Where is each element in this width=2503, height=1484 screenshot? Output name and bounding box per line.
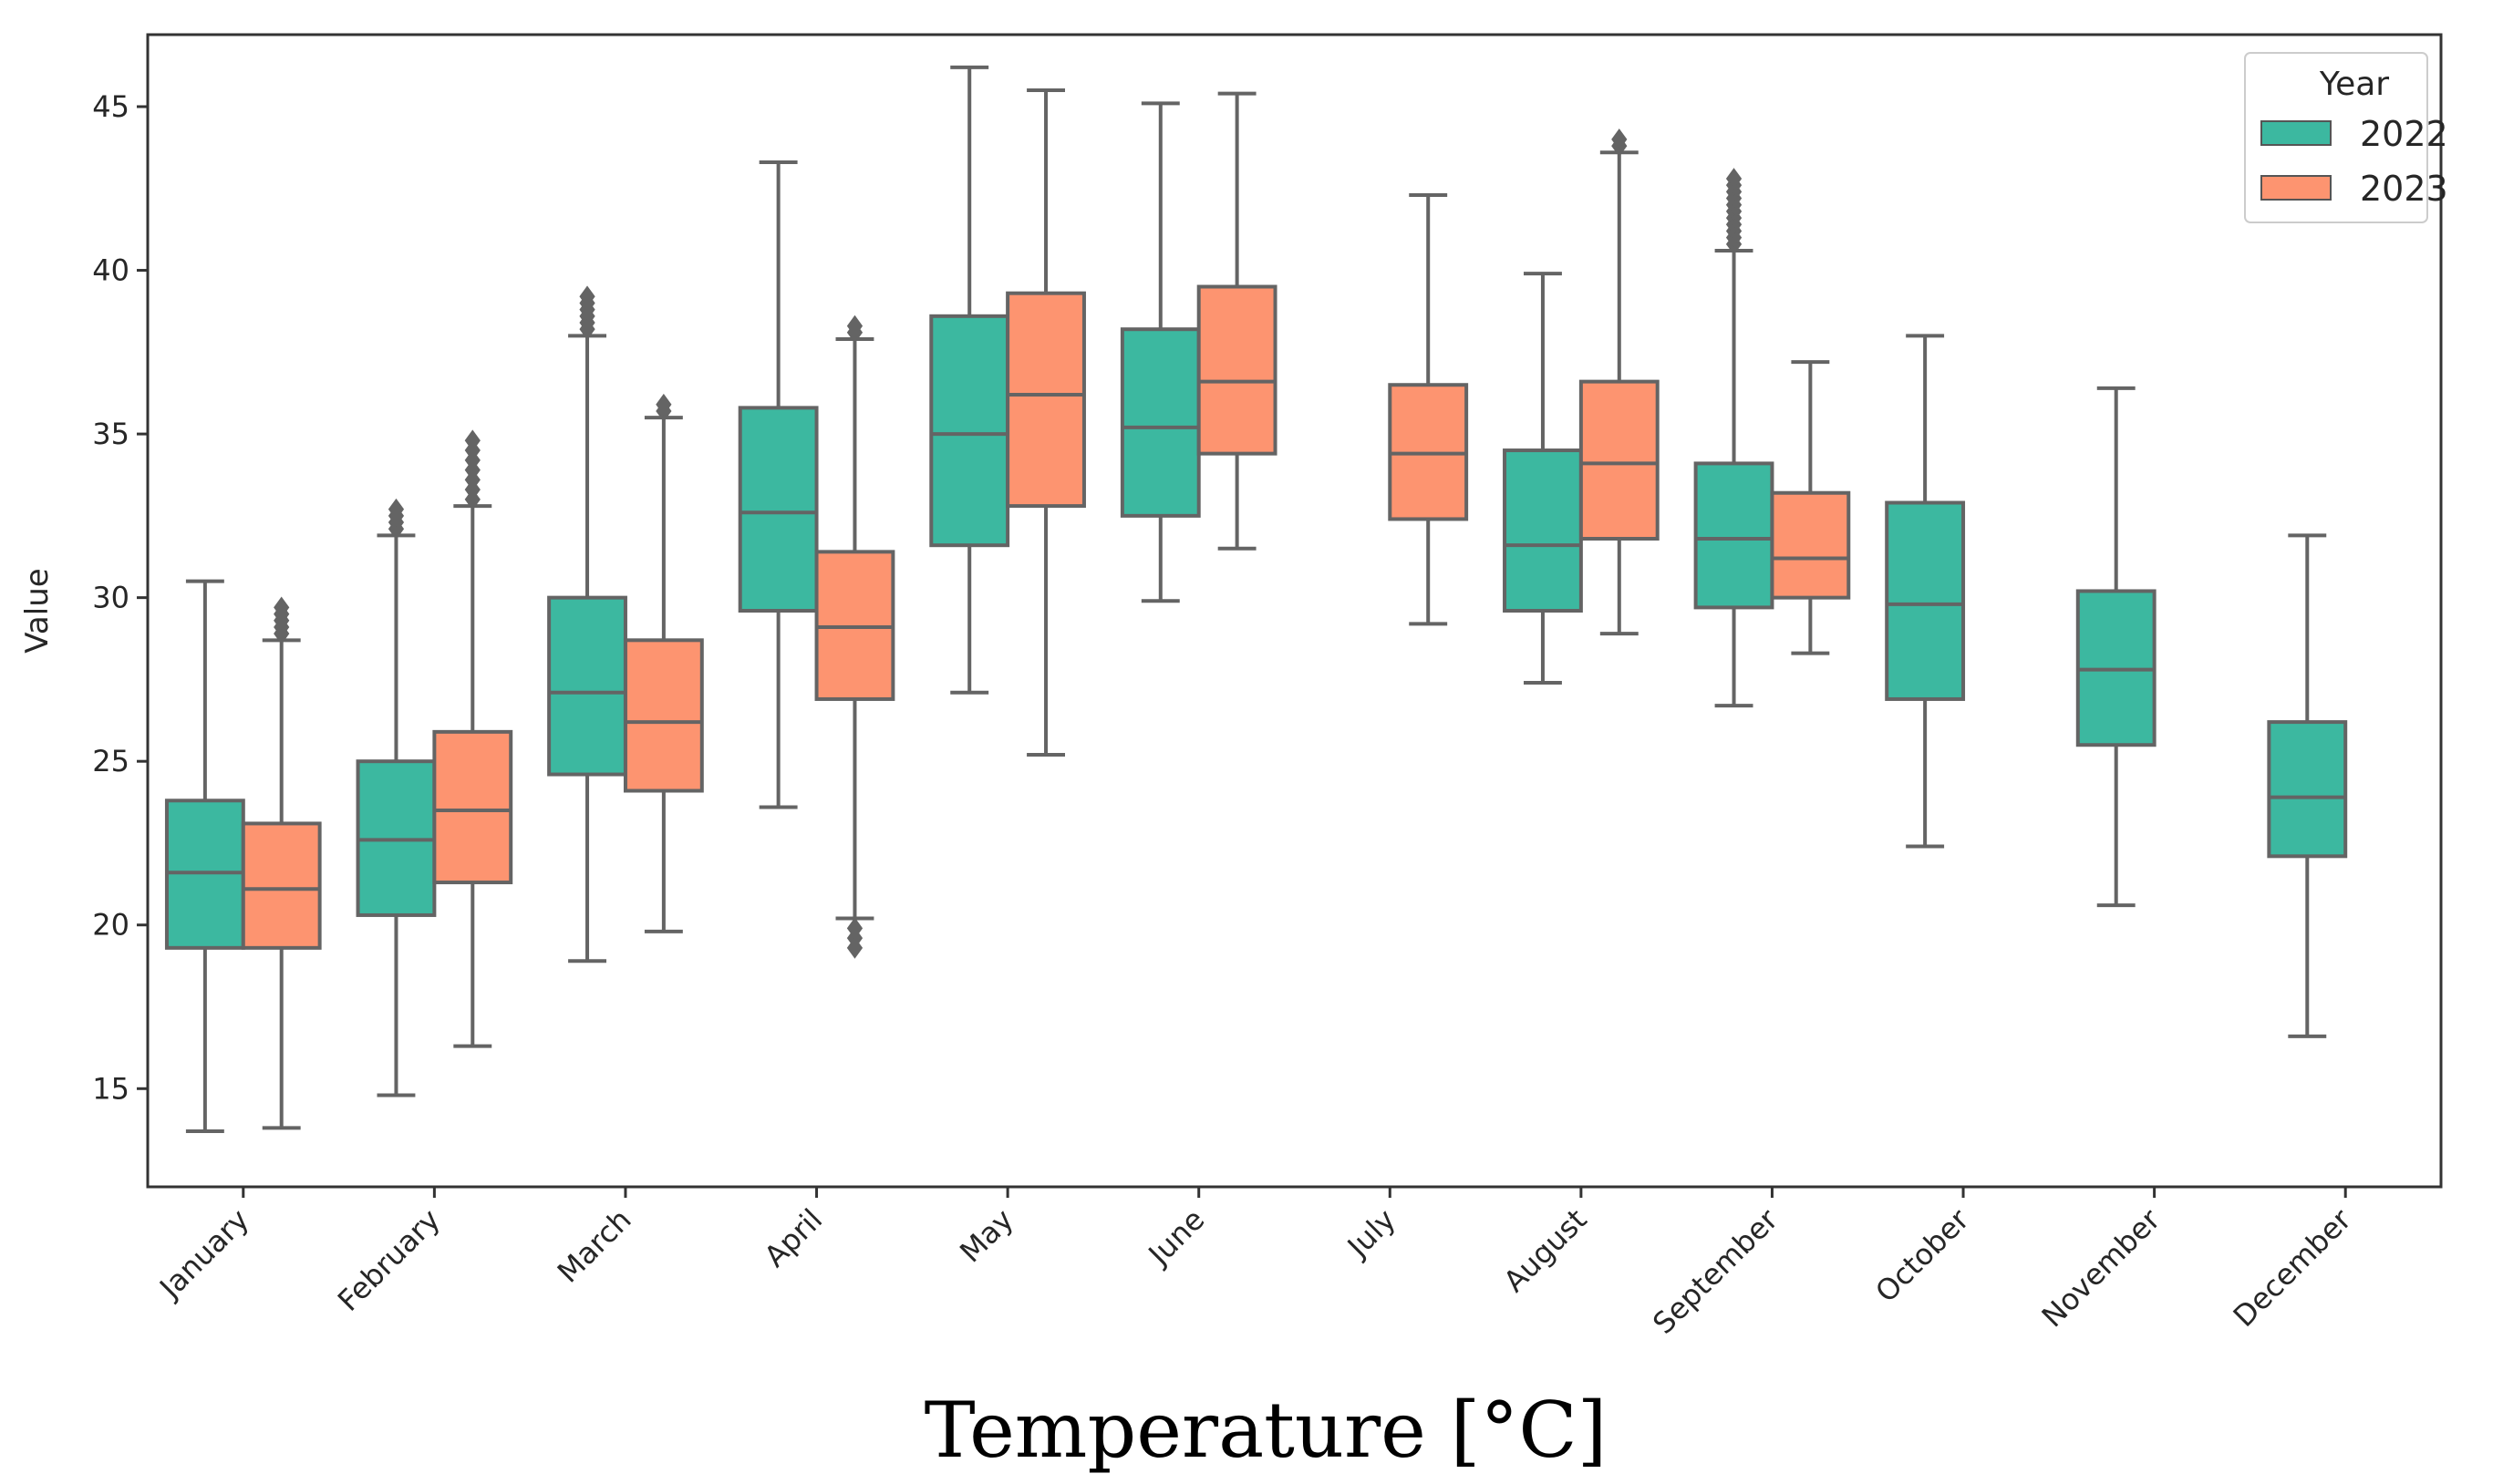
plot-frame (146, 33, 2443, 1189)
box-2023-january (241, 596, 322, 1130)
box-2023-july (1388, 192, 1469, 626)
box-2022-june (1120, 101, 1201, 603)
x-axis-caption: Temperature [°C] (925, 1386, 1608, 1475)
iqr-box (1770, 490, 1851, 600)
iqr-box (2267, 720, 2348, 859)
outlier-point (274, 596, 290, 619)
iqr-box (929, 314, 1010, 548)
y-tick-label: 40 (92, 253, 129, 288)
outlier-point (1611, 129, 1628, 150)
box-2022-january (164, 579, 245, 1133)
outlier-point (846, 314, 864, 337)
legend-swatch-2022 (2260, 120, 2332, 146)
x-tick-label: July (1339, 1202, 1402, 1265)
box-2022-april (738, 160, 819, 809)
outlier-point (656, 393, 672, 416)
box-2023-september (1770, 360, 1851, 655)
x-tick-label: May (953, 1202, 1020, 1270)
iqr-box (1578, 379, 1660, 541)
iqr-box (1885, 500, 1966, 701)
iqr-box (1693, 461, 1774, 610)
x-tick-label: September (1646, 1201, 1785, 1341)
x-tick-label: August (1496, 1202, 1593, 1299)
box-2022-november (2075, 386, 2157, 908)
x-tick-label: December (2227, 1201, 2359, 1334)
y-tick-label: 30 (92, 581, 129, 615)
legend-title: Year (2319, 66, 2389, 103)
x-tick-label: November (2035, 1201, 2167, 1334)
box-2022-march (547, 285, 627, 964)
iqr-box (1503, 448, 1583, 613)
legend: Year 2022 2023 (2244, 52, 2448, 223)
y-axis-title: Value (19, 568, 56, 653)
iqr-box (1120, 327, 1201, 518)
legend-label-2022: 2022 (2360, 114, 2448, 154)
box-2022-october (1885, 334, 1966, 849)
box-2023-august (1578, 129, 1660, 636)
outlier-point (464, 429, 481, 452)
x-tick-label: April (758, 1202, 830, 1274)
x-tick-label: January (151, 1202, 255, 1306)
iqr-box (547, 595, 627, 777)
box-2023-june (1196, 91, 1277, 551)
box-2023-april (814, 314, 895, 959)
x-tick-label: October (1868, 1201, 1976, 1309)
iqr-box (1196, 284, 1277, 456)
legend-swatch-2023 (2260, 175, 2332, 201)
box-2023-february (432, 429, 513, 1048)
iqr-box (738, 406, 819, 613)
iqr-box (1006, 291, 1086, 509)
box-2022-february (356, 498, 437, 1098)
y-tick-label: 25 (92, 744, 129, 778)
iqr-box (241, 821, 322, 950)
x-tick-label: February (331, 1202, 447, 1318)
iqr-box (432, 729, 513, 885)
box-2022-may (929, 65, 1010, 695)
outlier-point (579, 285, 595, 308)
legend-label-2023: 2023 (2360, 169, 2448, 209)
box-2023-march (623, 393, 704, 933)
y-tick-label: 15 (92, 1071, 129, 1106)
y-tick-label: 45 (92, 89, 129, 124)
outlier-point (846, 937, 864, 959)
y-tick-label: 20 (92, 908, 129, 943)
box-2022-august (1503, 272, 1583, 685)
y-tick-label: 35 (92, 417, 129, 451)
x-tick-label: June (1141, 1202, 1212, 1273)
box-2022-september (1693, 168, 1774, 708)
box-2023-may (1006, 88, 1086, 757)
x-tick-label: March (551, 1202, 638, 1290)
iqr-box (623, 638, 704, 793)
box-2022-december (2267, 533, 2348, 1038)
outlier-point (388, 498, 405, 520)
outlier-point (1725, 168, 1743, 190)
